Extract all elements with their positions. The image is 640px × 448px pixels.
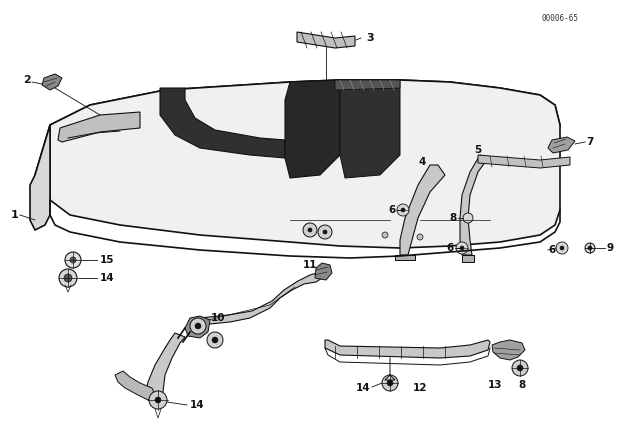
Circle shape (556, 242, 568, 254)
Text: 6: 6 (388, 205, 396, 215)
Circle shape (323, 230, 327, 234)
Polygon shape (115, 371, 155, 400)
Text: 10: 10 (211, 313, 225, 323)
Polygon shape (145, 333, 185, 400)
Polygon shape (462, 255, 474, 262)
Polygon shape (395, 255, 415, 260)
Circle shape (190, 318, 206, 334)
Polygon shape (400, 165, 445, 255)
Text: 8: 8 (518, 380, 525, 390)
Circle shape (417, 234, 423, 240)
Circle shape (382, 375, 398, 391)
Polygon shape (285, 80, 340, 178)
Circle shape (303, 223, 317, 237)
Circle shape (460, 246, 464, 250)
Circle shape (588, 246, 592, 250)
Text: 6: 6 (548, 245, 556, 255)
Polygon shape (297, 32, 355, 48)
Circle shape (397, 204, 409, 216)
Polygon shape (315, 263, 332, 280)
Circle shape (512, 360, 528, 376)
Polygon shape (58, 112, 140, 142)
Circle shape (64, 274, 72, 282)
Text: 1: 1 (11, 210, 19, 220)
Text: 00006-65: 00006-65 (541, 14, 579, 23)
Polygon shape (50, 80, 560, 248)
Polygon shape (160, 88, 285, 158)
Circle shape (456, 242, 468, 254)
Polygon shape (200, 272, 322, 325)
Circle shape (463, 213, 473, 223)
Text: 14: 14 (355, 383, 370, 393)
Circle shape (585, 243, 595, 253)
Text: 3: 3 (366, 33, 374, 43)
Circle shape (382, 232, 388, 238)
Text: 8: 8 (449, 213, 456, 223)
Text: 11: 11 (303, 260, 317, 270)
Circle shape (560, 246, 564, 250)
Text: 4: 4 (419, 157, 426, 167)
Polygon shape (340, 80, 400, 178)
Circle shape (155, 397, 161, 403)
Circle shape (308, 228, 312, 232)
Circle shape (212, 337, 218, 343)
Polygon shape (325, 340, 490, 358)
Polygon shape (460, 155, 488, 255)
Circle shape (517, 365, 523, 371)
Polygon shape (548, 137, 575, 153)
Circle shape (65, 252, 81, 268)
Circle shape (59, 269, 77, 287)
Text: 2: 2 (23, 75, 31, 85)
Text: 13: 13 (488, 380, 502, 390)
Circle shape (401, 208, 405, 212)
Circle shape (207, 332, 223, 348)
Circle shape (318, 225, 332, 239)
Circle shape (387, 380, 393, 386)
Polygon shape (492, 340, 525, 360)
Text: 5: 5 (474, 145, 482, 155)
Circle shape (195, 323, 201, 329)
Text: 9: 9 (607, 243, 614, 253)
Polygon shape (35, 80, 560, 200)
Text: 14: 14 (100, 273, 115, 283)
Polygon shape (478, 155, 570, 168)
Polygon shape (30, 125, 50, 230)
Text: 14: 14 (190, 400, 205, 410)
Text: 15: 15 (100, 255, 115, 265)
Circle shape (149, 391, 167, 409)
Text: 7: 7 (586, 137, 594, 147)
Circle shape (70, 257, 76, 263)
Polygon shape (42, 74, 62, 90)
Text: 6: 6 (446, 243, 454, 253)
Text: 12: 12 (413, 383, 428, 393)
Polygon shape (185, 316, 210, 338)
Polygon shape (335, 80, 400, 90)
